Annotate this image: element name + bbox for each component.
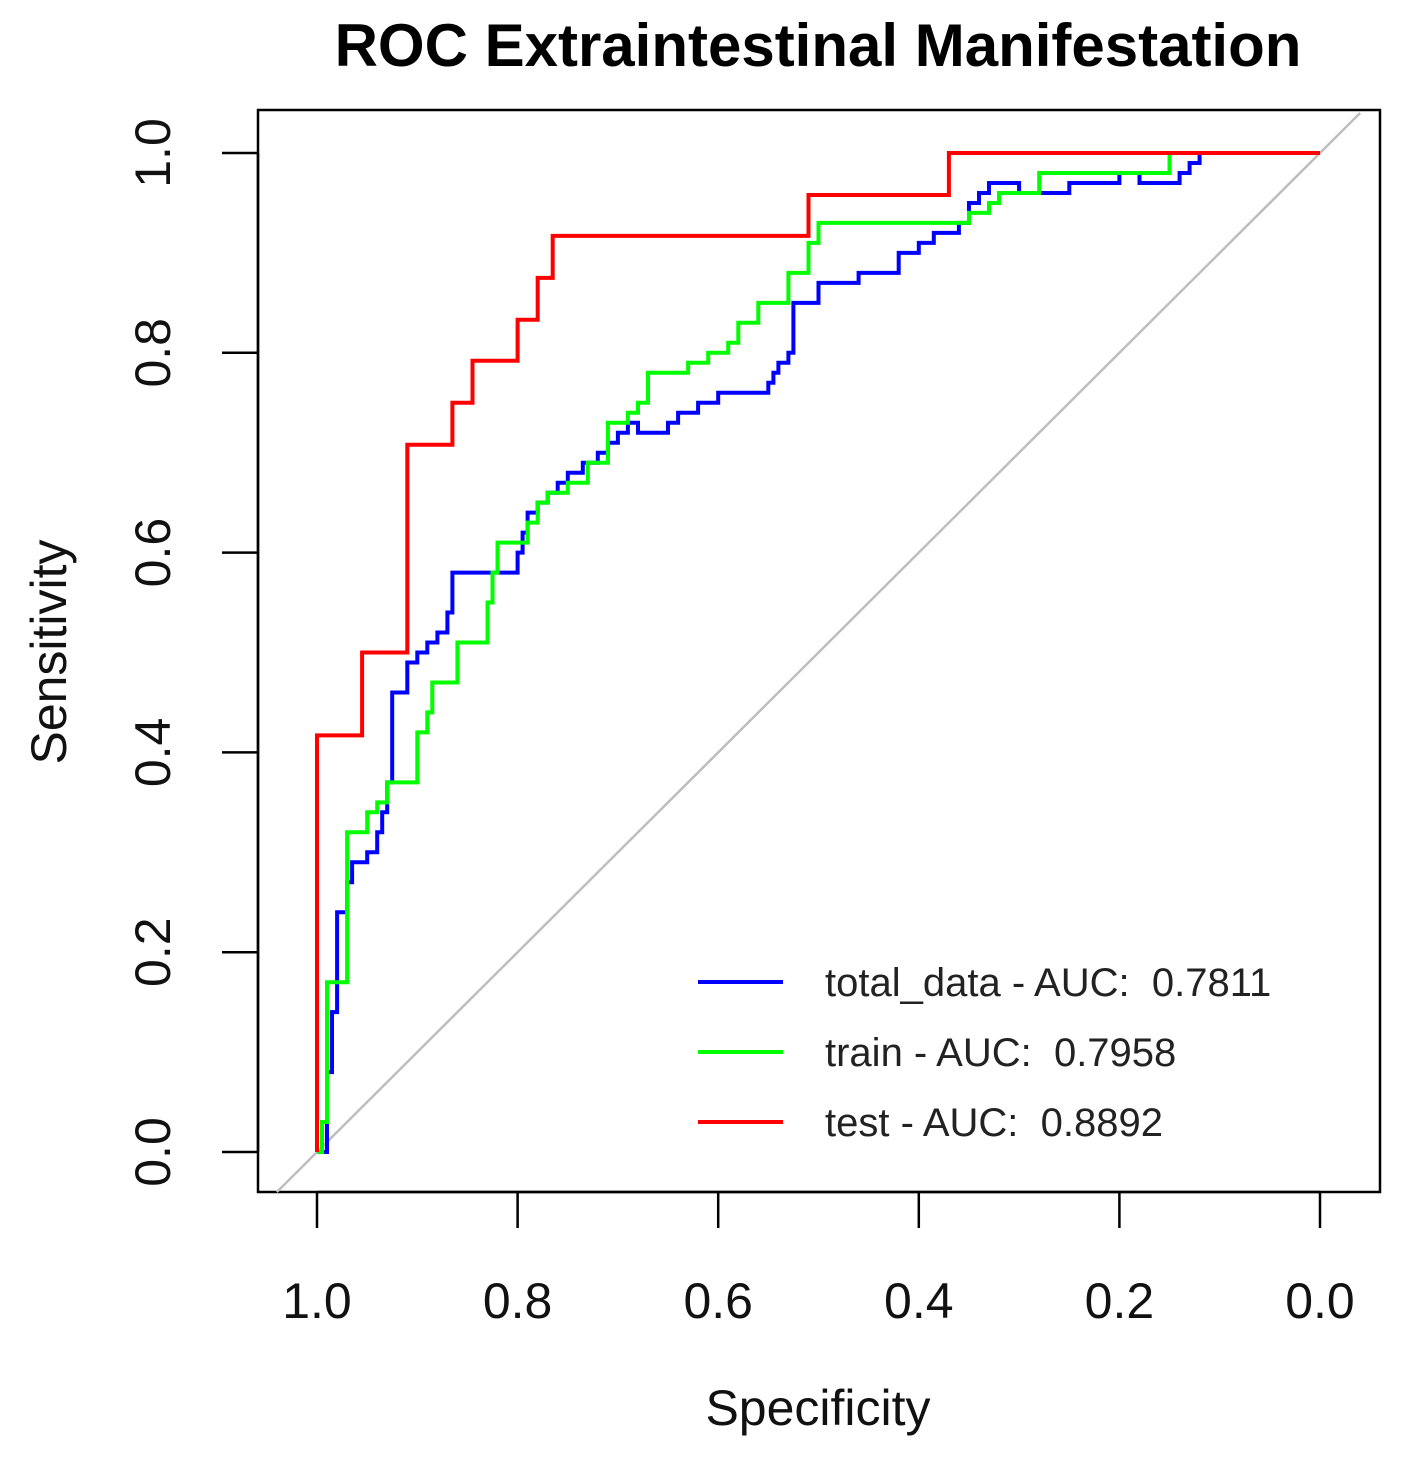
y-tick-label: 0.4 xyxy=(125,718,181,788)
x-axis: 1.0 0.8 0.6 0.4 0.2 0.0 xyxy=(282,1190,1355,1329)
legend-label-3: test - AUC: 0.8892 xyxy=(825,1101,1163,1145)
roc-curve-series-2 xyxy=(317,151,1320,1154)
x-tick-label: 1.0 xyxy=(282,1273,352,1329)
y-axis-label: Sensitivity xyxy=(21,539,77,764)
legend-label-1: total_data - AUC: 0.7811 xyxy=(825,961,1271,1005)
x-tick-label: 0.2 xyxy=(1085,1273,1155,1329)
x-tick-label: 0.4 xyxy=(884,1273,954,1329)
x-tick-label: 0.0 xyxy=(1285,1273,1355,1329)
roc-curve-series-3 xyxy=(315,151,1320,1152)
legend-label-2: train - AUC: 0.7958 xyxy=(825,1031,1176,1075)
x-tick-label: 0.8 xyxy=(483,1273,553,1329)
y-axis: 0.0 0.2 0.4 0.6 0.8 1.0 xyxy=(125,118,260,1187)
chart-title: ROC Extraintestinal Manifestation xyxy=(335,12,1302,79)
y-tick-label: 0.0 xyxy=(125,1117,181,1187)
x-axis-label: Specificity xyxy=(705,1380,930,1436)
y-tick-label: 0.8 xyxy=(125,318,181,388)
reference-diagonal-line xyxy=(275,112,1362,1193)
series-layer xyxy=(315,151,1320,1154)
y-tick-label: 0.2 xyxy=(125,917,181,987)
x-tick-label: 0.6 xyxy=(683,1273,753,1329)
y-tick-label: 0.6 xyxy=(125,518,181,588)
reference-line-layer xyxy=(275,112,1362,1193)
legend: total_data - AUC: 0.7811 train - AUC: 0.7… xyxy=(698,961,1271,1145)
y-tick-label: 1.0 xyxy=(125,118,181,188)
